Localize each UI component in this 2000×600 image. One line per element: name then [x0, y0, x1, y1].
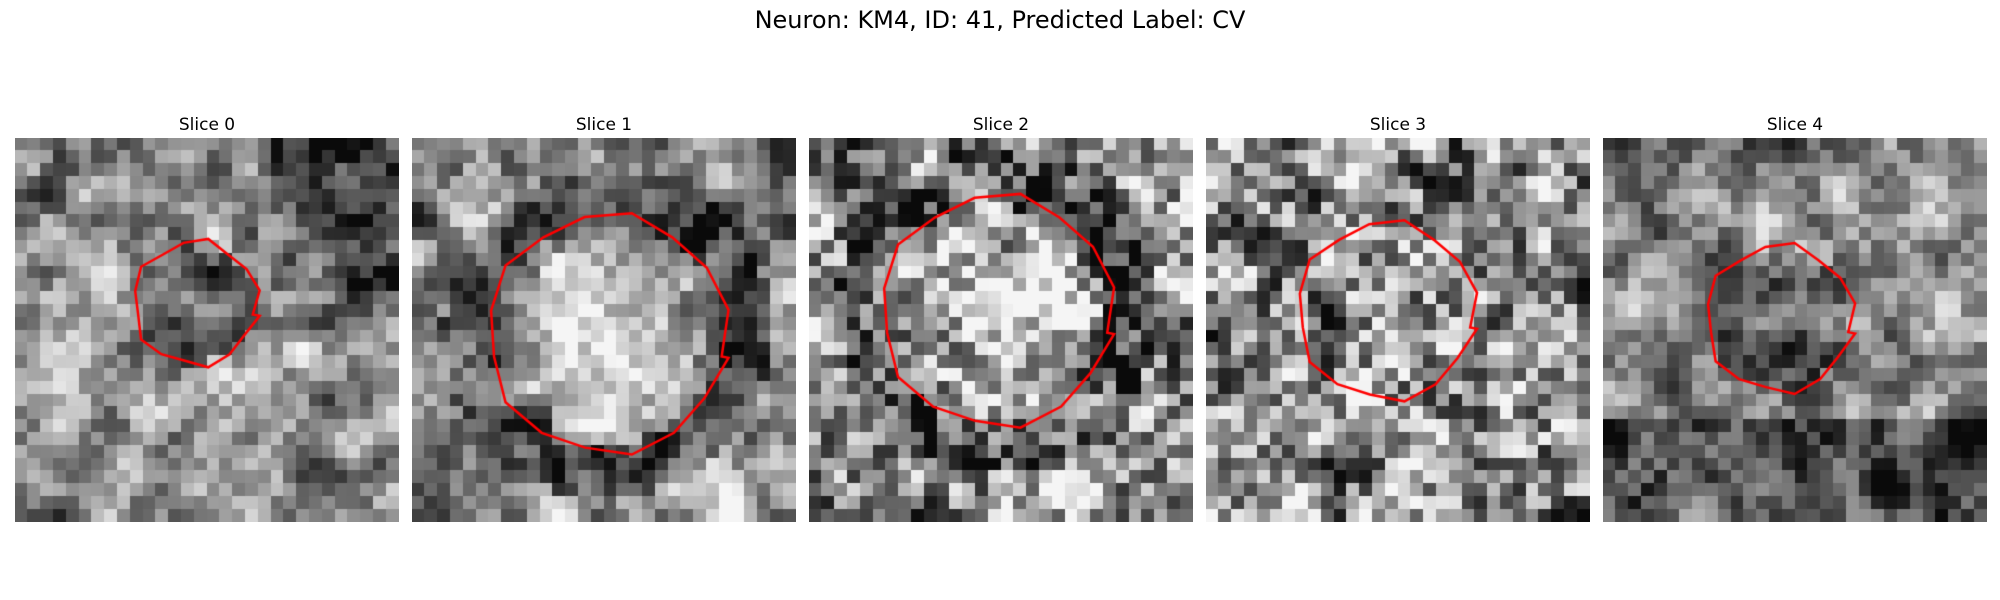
slice-title: Slice 1 — [575, 115, 633, 135]
slice-image — [1603, 138, 1987, 522]
slice-panel-2: Slice 2 — [809, 112, 1193, 522]
slice-image — [809, 138, 1193, 522]
slice-panel-4: Slice 4 — [1603, 112, 1987, 522]
slice-title: Slice 3 — [1369, 115, 1427, 135]
slice-panel-1: Slice 1 — [412, 112, 796, 522]
slice-image — [15, 138, 399, 522]
slice-image — [412, 138, 796, 522]
slice-panel-3: Slice 3 — [1206, 112, 1590, 522]
figure-title: Neuron: KM4, ID: 41, Predicted Label: CV — [754, 6, 1246, 34]
slice-title: Slice 2 — [972, 115, 1030, 135]
slice-panel-0: Slice 0 — [15, 112, 399, 522]
slice-title: Slice 0 — [178, 115, 236, 135]
slice-title: Slice 4 — [1766, 115, 1824, 135]
slice-image — [1206, 138, 1590, 522]
